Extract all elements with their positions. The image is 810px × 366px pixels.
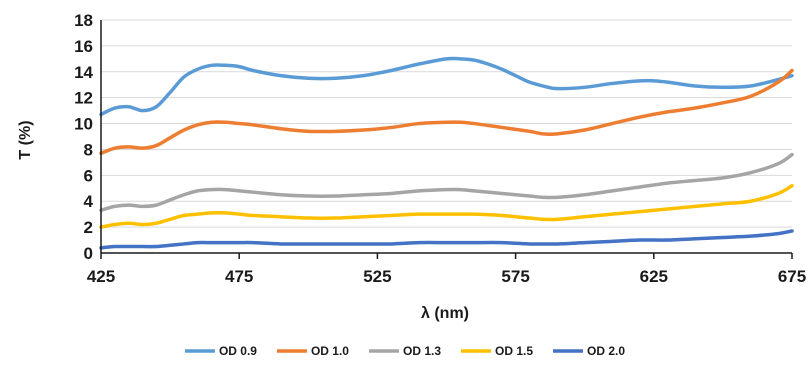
x-tick-label: 625 — [640, 267, 668, 286]
legend-label: OD 1.3 — [403, 344, 441, 358]
series-line-od-0-9 — [99, 56, 794, 117]
y-tick-label: 8 — [84, 140, 93, 159]
y-tick-label: 4 — [84, 192, 94, 211]
y-tick-label: 0 — [84, 244, 93, 263]
x-tick-label: 575 — [501, 267, 529, 286]
legend-label: OD 2.0 — [587, 344, 625, 358]
y-tick-label: 12 — [74, 89, 93, 108]
x-tick-label: 475 — [225, 267, 253, 286]
y-tick-label: 2 — [84, 218, 93, 237]
y-tick-label: 16 — [74, 37, 93, 56]
axes: 0 2 4 6 8 10 12 14 16 18 425 475 525 575 625 675 — [74, 11, 806, 286]
x-tick-label: 425 — [87, 267, 115, 286]
series-line-od-1-3 — [99, 152, 794, 213]
plot-area — [99, 56, 794, 250]
legend-label: OD 0.9 — [219, 344, 257, 358]
legend-label: OD 1.5 — [495, 344, 533, 358]
series-line-od-2-0 — [99, 229, 794, 250]
y-axis-title: T (%) — [17, 120, 34, 159]
y-tick-label: 10 — [74, 115, 93, 134]
x-tick-label: 675 — [778, 267, 806, 286]
x-tick-label: 525 — [363, 267, 391, 286]
series-line-od-1-5 — [99, 183, 794, 229]
series-line-od-1-0 — [99, 68, 794, 156]
legend-label: OD 1.0 — [311, 344, 349, 358]
y-tick-label: 18 — [74, 11, 93, 30]
y-tick-label: 14 — [74, 63, 93, 82]
x-axis-title: λ (nm) — [421, 305, 469, 322]
legend: OD 0.9 OD 1.0 OD 1.3 OD 1.5 OD 2.0 — [184, 344, 625, 358]
y-tick-label: 6 — [84, 166, 93, 185]
